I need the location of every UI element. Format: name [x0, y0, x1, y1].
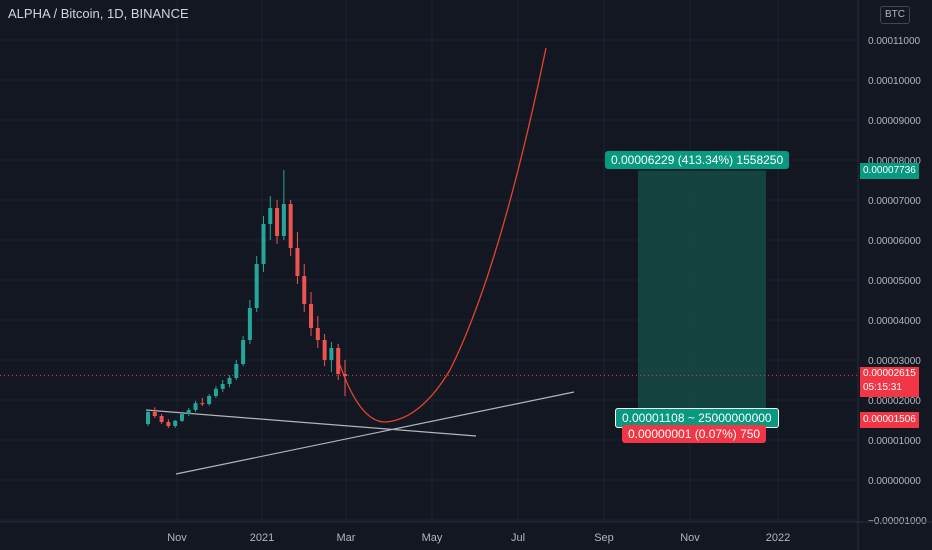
y-tick-label: 0.00010000 [868, 76, 921, 87]
candle [166, 419, 171, 428]
candle-body [336, 348, 341, 374]
candle [159, 414, 164, 424]
candle-body [220, 384, 225, 389]
candle-body [241, 340, 246, 364]
candle-body [295, 248, 300, 276]
candle-body [322, 340, 327, 360]
candle [254, 256, 259, 312]
candle [261, 216, 266, 272]
candle [173, 420, 178, 428]
candle-body [179, 414, 184, 421]
price-axis[interactable]: 0.00011000 0.00010000 0.00009000 0.00008000… [857, 0, 927, 550]
candle [329, 342, 334, 372]
candle [281, 170, 286, 240]
x-tick-label: Nov [167, 532, 187, 544]
candle [152, 407, 157, 418]
candle-body [288, 204, 293, 248]
candle [275, 200, 280, 244]
candle [213, 386, 218, 398]
price-axis-tag: 0.00007736 [860, 162, 919, 179]
chart-grid [0, 0, 858, 522]
candle [268, 196, 273, 240]
candle [336, 344, 341, 380]
candle [309, 292, 314, 336]
x-tick-label: Nov [680, 532, 700, 544]
x-tick-label: Jul [511, 532, 525, 544]
candle [200, 398, 205, 406]
candle [207, 394, 212, 406]
candle [302, 264, 307, 312]
current-price-tag: 0.00002615 05:15:31 [860, 367, 919, 398]
candle [241, 336, 246, 366]
y-tick-label: 0.00004000 [868, 316, 921, 327]
candle-body [247, 308, 252, 340]
symbol-title: ALPHA / Bitcoin, 1D, BINANCE [8, 6, 189, 21]
candle [234, 360, 239, 380]
position-target-label[interactable]: 0.00006229 (413.34%) 1558250 [605, 150, 790, 169]
candle-body [254, 264, 259, 308]
position-target-zone [638, 170, 766, 420]
candle [193, 400, 198, 412]
candle-body [281, 204, 286, 236]
y-tick-label: 0.00002000 [868, 396, 921, 407]
candle-body [159, 416, 164, 422]
candle [227, 375, 232, 388]
candle [220, 380, 225, 392]
y-tick-label: 0.00009000 [868, 116, 921, 127]
candle-series [146, 170, 347, 428]
ascending-trendline [175, 391, 575, 475]
candle-body [309, 304, 314, 328]
candle-body [343, 374, 347, 376]
candle-body [186, 410, 191, 414]
candle-body [275, 208, 280, 236]
candle-body [227, 378, 232, 384]
candle-body [213, 388, 218, 396]
candle [295, 232, 300, 284]
candle-body [234, 364, 239, 378]
candle-body [173, 420, 178, 426]
candle [179, 412, 184, 422]
candle-body [329, 348, 334, 360]
candle [343, 360, 347, 396]
candle-body [166, 422, 171, 426]
y-tick-label: 0.00006000 [868, 236, 921, 247]
candle-body [193, 403, 198, 410]
candle-body [146, 412, 150, 424]
x-tick-label: Mar [337, 532, 356, 544]
candle-body [200, 403, 205, 405]
x-tick-label: 2022 [766, 532, 790, 544]
candle-body [152, 412, 157, 416]
y-tick-label: 0.00003000 [868, 356, 921, 367]
y-tick-label: 0.00000000 [868, 476, 921, 487]
candle [146, 410, 150, 426]
candle [186, 408, 191, 416]
projection-curve [339, 47, 547, 423]
candle-body [302, 276, 307, 304]
price-axis-tag: 0.00001506 [860, 411, 919, 428]
candle [247, 300, 252, 344]
y-tick-label: 0.00011000 [868, 36, 921, 47]
candle-body [315, 328, 320, 340]
candle [315, 316, 320, 348]
y-tick-label: 0.00005000 [868, 276, 921, 287]
candle-body [207, 396, 212, 404]
chart-drawings [0, 47, 858, 475]
time-axis[interactable]: Nov 2021 Mar May Jul Sep Nov 2022 [0, 521, 932, 544]
y-tick-label: 0.00001000 [868, 436, 921, 447]
x-tick-label: Sep [594, 532, 614, 544]
x-tick-label: May [422, 532, 443, 544]
candle [322, 334, 327, 366]
candle-body [261, 224, 266, 264]
candle-body [268, 208, 273, 224]
candle [288, 200, 293, 256]
currency-button[interactable]: BTC [880, 6, 910, 24]
x-tick-label: 2021 [250, 532, 274, 544]
bar-countdown: 05:15:31 [863, 382, 902, 394]
current-price-value: 0.00002615 [863, 368, 916, 380]
descending-trendline [145, 409, 477, 437]
position-stop-label[interactable]: 0.00000001 (0.07%) 750 [622, 425, 767, 443]
y-tick-label: 0.00007000 [868, 196, 921, 207]
y-tick-label: 0.00008000 [868, 156, 921, 167]
